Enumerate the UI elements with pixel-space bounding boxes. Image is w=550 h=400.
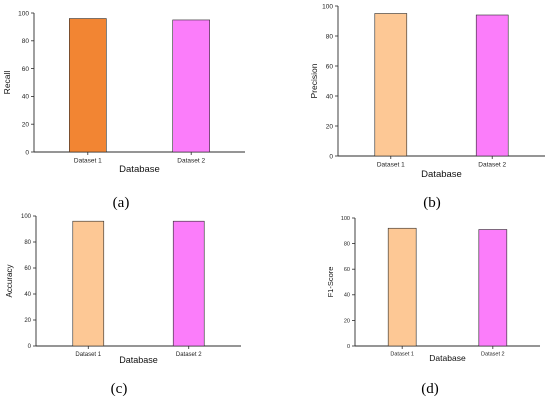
y-tick-label: 40	[24, 292, 31, 298]
y-tick-label: 0	[329, 153, 333, 160]
x-tick-label: Dataset 1	[377, 162, 405, 169]
y-tick-label: 100	[322, 3, 333, 10]
y-tick-label: 40	[326, 93, 334, 100]
caption-a: (a)	[113, 195, 130, 211]
bar-dataset-2	[475, 14, 509, 157]
bar-dataset-1	[387, 227, 417, 347]
y-tick-label: 80	[344, 242, 350, 248]
y-tick-label: 60	[344, 267, 350, 273]
y-tick-label: 40	[344, 293, 350, 299]
y-tick-label: 40	[22, 94, 30, 101]
x-axis-title: Database	[429, 353, 466, 363]
y-axis-title: Recall	[2, 71, 12, 95]
caption-c: (c)	[111, 381, 128, 397]
y-tick-label: 60	[22, 66, 30, 73]
y-tick-label: 100	[18, 10, 29, 17]
bar-dataset-2	[172, 220, 205, 347]
y-axis-title: Accuracy	[5, 265, 14, 298]
y-axis-title: F1-Score	[326, 267, 335, 298]
y-tick-label: 20	[326, 123, 334, 130]
bar-dataset-1	[72, 220, 105, 347]
panel-c: 0 20 40 60 80 100 Dataset 1 Dataset 2 Database Ac…	[5, 214, 241, 365]
panel-b: 0 20 40 60 80 100 Dataset 1 Dataset 2 Database Pr…	[309, 3, 545, 180]
y-tick-label: 80	[22, 38, 30, 45]
x-tick-label: Dataset 2	[176, 352, 202, 358]
y-axis-title: Precision	[309, 63, 319, 98]
caption-d: (d)	[421, 381, 439, 397]
y-tick-label: 0	[28, 344, 32, 350]
bar-dataset-2	[478, 229, 508, 347]
panel-a: 0 20 40 60 80 100 Dataset 1 Dataset 2 Database Re…	[2, 10, 245, 175]
panel-d: 0 20 40 60 80 100 Dataset 1 Dataset 2 Database F1…	[326, 216, 540, 363]
caption-b: (b)	[423, 195, 441, 211]
y-tick-label: 80	[24, 240, 31, 246]
x-tick-label: Dataset 2	[481, 352, 505, 358]
x-axis-title: Database	[119, 164, 160, 175]
bar-dataset-1	[374, 13, 408, 157]
y-tick-label: 0	[25, 149, 29, 156]
y-tick-label: 0	[347, 344, 350, 350]
bar-dataset-2	[172, 19, 210, 153]
x-tick-label: Dataset 2	[478, 162, 506, 169]
y-tick-label: 100	[21, 214, 32, 220]
x-axis-title: Database	[421, 169, 462, 180]
y-tick-label: 20	[24, 318, 31, 324]
x-tick-label: Dataset 1	[75, 352, 101, 358]
y-tick-label: 20	[344, 318, 350, 324]
y-tick-label: 60	[326, 63, 334, 70]
x-tick-label: Dataset 2	[177, 158, 205, 165]
x-tick-label: Dataset 1	[390, 352, 414, 358]
x-tick-label: Dataset 1	[74, 158, 102, 165]
bar-dataset-1	[69, 18, 107, 153]
y-tick-label: 80	[326, 33, 334, 40]
y-tick-label: 20	[22, 121, 30, 128]
y-tick-label: 100	[341, 216, 350, 222]
y-tick-label: 60	[24, 266, 31, 272]
x-axis-title: Database	[119, 355, 158, 365]
